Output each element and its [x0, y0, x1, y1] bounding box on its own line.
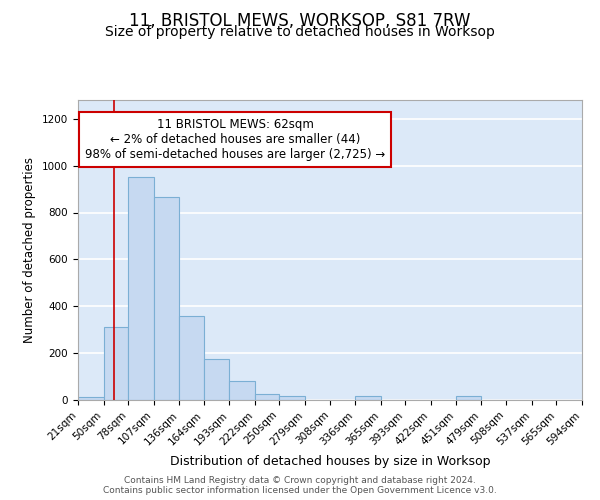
- Text: 11, BRISTOL MEWS, WORKSOP, S81 7RW: 11, BRISTOL MEWS, WORKSOP, S81 7RW: [129, 12, 471, 30]
- Bar: [179, 316, 204, 400]
- Bar: [128, 178, 154, 400]
- Y-axis label: Number of detached properties: Number of detached properties: [23, 157, 37, 343]
- Bar: [456, 396, 481, 400]
- Bar: [355, 396, 380, 400]
- Text: 11 BRISTOL MEWS: 62sqm
← 2% of detached houses are smaller (44)
98% of semi-deta: 11 BRISTOL MEWS: 62sqm ← 2% of detached …: [85, 118, 386, 162]
- Bar: [255, 394, 280, 400]
- Text: Size of property relative to detached houses in Worksop: Size of property relative to detached ho…: [105, 25, 495, 39]
- Bar: [229, 381, 255, 400]
- Bar: [78, 398, 104, 400]
- Bar: [154, 198, 179, 400]
- Text: Contains HM Land Registry data © Crown copyright and database right 2024.
Contai: Contains HM Land Registry data © Crown c…: [103, 476, 497, 495]
- Bar: [204, 359, 229, 400]
- Bar: [104, 328, 128, 400]
- X-axis label: Distribution of detached houses by size in Worksop: Distribution of detached houses by size …: [170, 455, 490, 468]
- Bar: [280, 396, 305, 400]
